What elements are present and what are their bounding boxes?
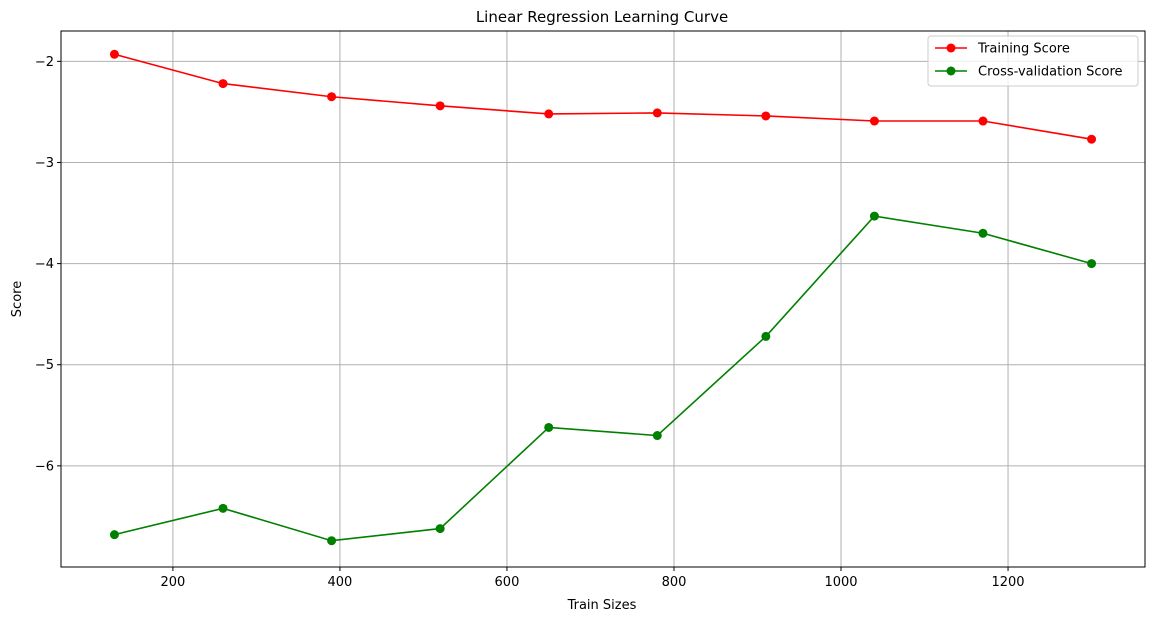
y-axis-label: Score [10,281,25,317]
x-tick-label: 800 [662,575,687,590]
cross-validation-data-point [327,536,337,546]
grid-layer [61,31,1145,567]
plot-frame [60,30,1146,568]
x-tick-label: 200 [160,575,185,590]
cross-validation-data-point [652,431,662,441]
series-layer [109,49,1097,546]
tick-layer: 200 400 600 800 1000 1200 −6 −5 −4 −3 −2 [35,55,1025,590]
training-legend-label: Training Score [977,42,1070,57]
training-data-point [869,116,879,126]
training-data-point [1087,134,1097,144]
y-tick-label: −4 [35,257,54,272]
training-data-point [109,49,119,59]
cross-validation-legend-marker [946,66,956,76]
legend-items: Training Score Cross-validation Score [935,42,1123,80]
training-series-line [114,53,1092,140]
cross-validation-data-point [761,331,771,341]
legend-box [927,35,1139,87]
cross-validation-data-point [978,228,988,238]
x-tick-label: 600 [495,575,520,590]
training-data-point [761,111,771,121]
cross-validation-data-point [218,503,228,513]
x-axis-label: Train Sizes [567,598,637,613]
cross-validation-data-point [544,422,554,432]
training-data-point [544,109,554,119]
cross-validation-data-point [435,524,445,534]
training-legend-marker [946,43,956,53]
legend: Training Score Cross-validation Score [927,35,1139,87]
training-data-point [652,108,662,118]
x-tick-label: 1000 [824,575,857,590]
cross-validation-series-line [114,215,1092,542]
chart-title: Linear Regression Learning Curve [476,8,728,26]
x-tick-label: 400 [328,575,353,590]
y-tick-label: −2 [35,55,54,70]
y-tick-label: −3 [35,156,54,171]
training-data-point [978,116,988,126]
training-data-point [327,92,337,102]
y-tick-label: −5 [35,358,54,373]
training-data-point [435,101,445,111]
cross-validation-data-point [109,530,119,540]
y-tick-label: −6 [35,459,54,474]
cross-validation-data-point [1087,259,1097,269]
training-data-point [218,79,228,89]
cross-validation-legend-label: Cross-validation Score [978,65,1123,80]
cross-validation-data-point [869,211,879,221]
x-tick-label: 1200 [991,575,1024,590]
